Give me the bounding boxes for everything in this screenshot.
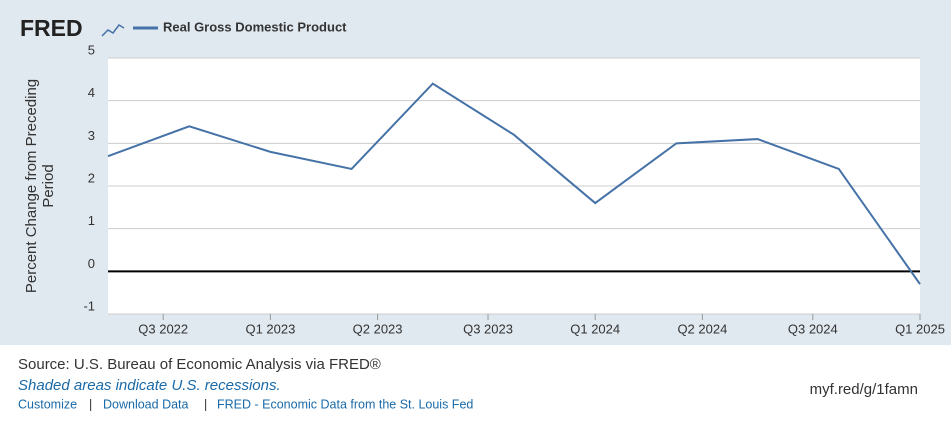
y-axis-label-line: Percent Change from Preceding [23,79,40,293]
link[interactable]: FRED - Economic Data from the St. Louis … [217,397,473,411]
y-tick-label: 5 [88,42,95,57]
legend-label: Real Gross Domestic Product [163,19,347,34]
x-tick-label: Q1 2024 [570,321,620,336]
x-tick-label: Q2 2023 [353,321,403,336]
y-tick-label: 4 [88,85,95,100]
y-tick-label: -1 [83,298,95,313]
x-tick-label: Q1 2025 [895,321,945,336]
link[interactable]: Download Data [103,397,189,411]
x-tick-label: Q3 2023 [463,321,513,336]
logo-icon [101,24,125,37]
note: Shaded areas indicate U.S. recessions. [18,377,281,394]
logo: FRED [20,15,83,41]
separator: | [89,397,92,411]
x-tick-label: Q1 2023 [245,321,295,336]
short-url: myf.red/g/1famn [810,381,918,398]
link[interactable]: Customize [18,397,77,411]
y-tick-label: 1 [88,213,95,228]
source: Source: U.S. Bureau of Economic Analysis… [18,356,381,373]
x-tick-label: Q3 2022 [138,321,188,336]
line-series [107,82,921,285]
y-tick-label: 2 [88,170,95,185]
y-axis-label-line: Period [40,164,57,207]
separator: | [204,397,207,411]
y-tick-label: 3 [88,128,95,143]
y-tick-label: 0 [88,256,95,271]
x-tick-label: Q3 2024 [788,321,838,336]
y-axis-label: Percent Change from Preceding Period [23,79,57,293]
x-tick-label: Q2 2024 [677,321,727,336]
